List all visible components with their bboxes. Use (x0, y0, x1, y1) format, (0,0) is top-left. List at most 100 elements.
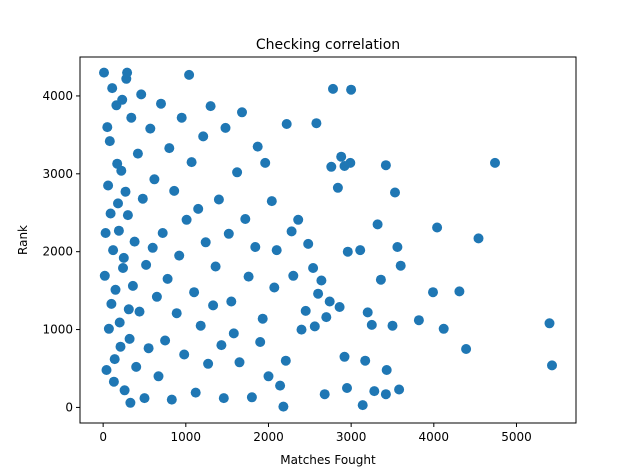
x-tick-label: 1000 (171, 430, 202, 444)
x-tick-label: 3000 (336, 430, 367, 444)
data-point (293, 214, 304, 225)
data-point (139, 393, 150, 404)
data-point (387, 320, 398, 331)
data-point (375, 274, 386, 285)
data-point (381, 365, 392, 375)
x-tick-label: 2000 (253, 430, 284, 444)
data-point (395, 260, 406, 271)
data-point (129, 236, 140, 247)
data-point (136, 89, 147, 100)
data-point (143, 343, 154, 354)
data-point (193, 203, 204, 214)
data-point (162, 273, 173, 284)
data-point (263, 371, 274, 382)
data-point (355, 245, 366, 256)
y-tick-label: 0 (65, 400, 73, 414)
data-point (461, 344, 472, 354)
data-point (109, 354, 120, 365)
data-point (266, 196, 277, 207)
data-point (181, 214, 192, 225)
data-point (113, 225, 124, 236)
data-point (234, 357, 245, 368)
data-point (275, 380, 286, 391)
data-point (118, 263, 128, 273)
data-point (195, 320, 206, 331)
data-point (269, 282, 280, 293)
data-point (220, 122, 231, 133)
data-point (151, 291, 162, 302)
data-point (123, 304, 134, 315)
data-point (120, 186, 131, 197)
data-point (342, 246, 353, 257)
data-point (210, 261, 221, 272)
data-point (372, 219, 383, 230)
data-point (156, 98, 166, 109)
data-point (271, 245, 282, 256)
data-point (380, 160, 391, 171)
data-point (454, 286, 465, 297)
data-point (296, 324, 307, 335)
data-point (366, 319, 377, 330)
y-tick-label: 2000 (42, 245, 73, 259)
markers-layer (99, 67, 557, 412)
data-point (357, 400, 368, 411)
data-point (101, 365, 112, 375)
data-point (213, 194, 224, 205)
data-point (342, 383, 352, 393)
data-point (122, 210, 133, 221)
data-point (255, 337, 266, 347)
data-point (113, 198, 123, 209)
data-point (205, 101, 216, 112)
data-point (127, 280, 138, 291)
data-point (313, 288, 324, 299)
data-point (243, 271, 254, 282)
data-point (208, 300, 219, 311)
data-point (339, 161, 350, 171)
data-point (166, 394, 177, 405)
plot-frame (79, 56, 577, 424)
data-point (99, 67, 109, 78)
data-point (390, 187, 400, 198)
data-point (413, 315, 424, 326)
data-point (169, 185, 180, 196)
data-point (339, 351, 350, 362)
data-point (237, 107, 247, 118)
data-point (114, 317, 125, 328)
data-point (332, 182, 343, 193)
data-point (257, 313, 268, 324)
data-point (106, 298, 117, 309)
data-point (157, 228, 168, 238)
data-point (246, 392, 257, 403)
data-point (186, 157, 197, 168)
data-point (278, 401, 289, 412)
data-point (104, 136, 115, 147)
chart-title: Checking correlation (256, 37, 400, 53)
data-point (105, 208, 116, 219)
y-axis-label: Rank (16, 225, 30, 255)
data-point (316, 275, 327, 286)
data-point (326, 161, 337, 172)
data-point (223, 228, 234, 239)
data-point (200, 237, 211, 248)
data-point (369, 386, 380, 397)
data-point (134, 306, 145, 317)
data-point (232, 167, 243, 178)
data-point (145, 123, 156, 134)
data-point (360, 355, 371, 366)
data-point (547, 360, 557, 371)
data-point (218, 393, 229, 404)
data-point (308, 263, 319, 273)
x-tick-label: 5000 (501, 430, 532, 444)
y-tick-label: 4000 (42, 89, 73, 103)
data-point (112, 158, 123, 169)
data-point (226, 296, 237, 307)
data-point (132, 148, 143, 159)
data-point (319, 389, 330, 400)
data-point (117, 94, 128, 105)
data-point (122, 67, 133, 78)
x-ticks: 0 1000 2000 3000 4000 5000 (99, 423, 532, 444)
data-point (131, 361, 142, 372)
data-point (394, 384, 405, 395)
data-point (216, 340, 227, 351)
data-point (288, 270, 299, 281)
